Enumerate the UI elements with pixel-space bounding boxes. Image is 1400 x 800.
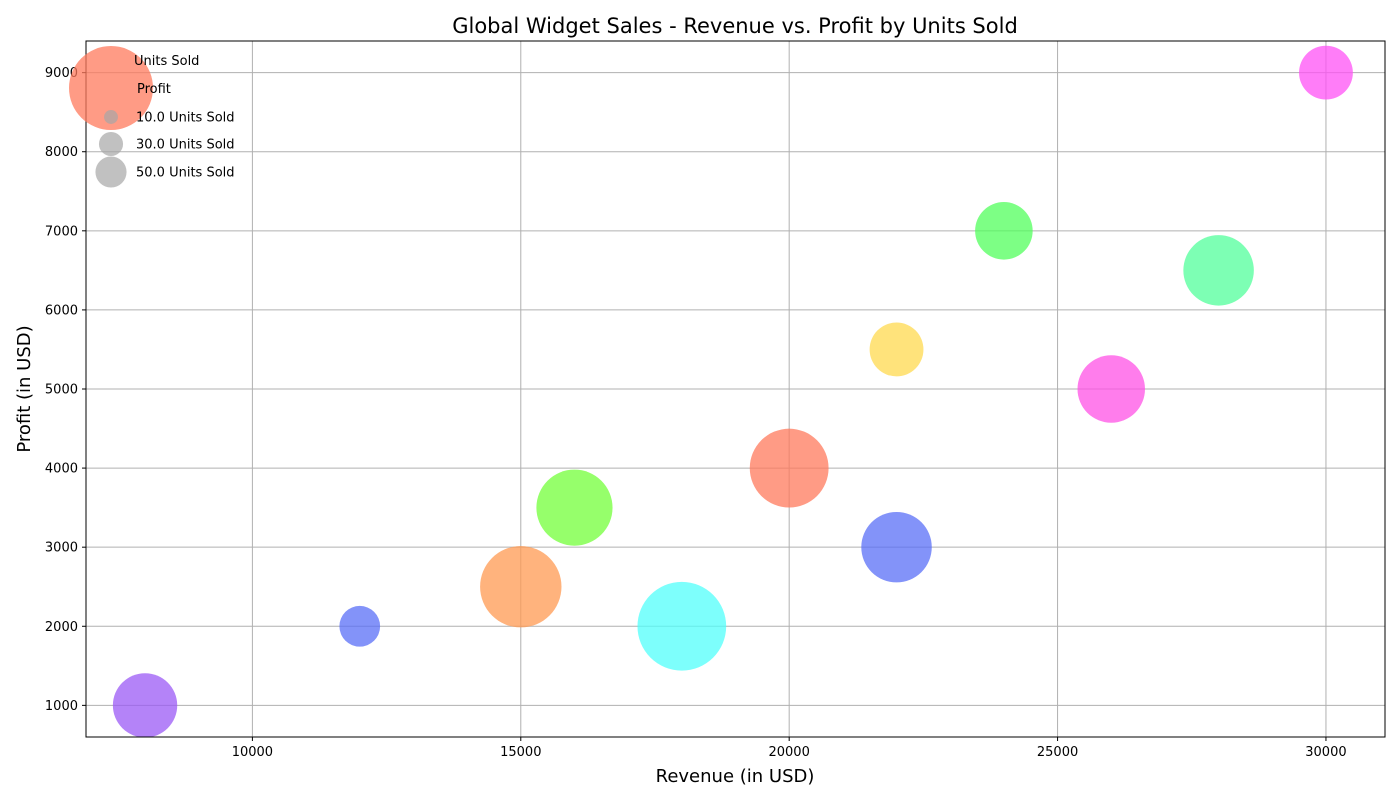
- data-bubble: [536, 469, 613, 546]
- data-bubble: [1183, 235, 1254, 306]
- legend: Units Sold Profit 10.0 Units Sold 30.0 Un…: [69, 46, 235, 188]
- data-bubble: [975, 202, 1033, 260]
- x-tick-label: 10000: [232, 745, 273, 760]
- data-bubble: [1299, 45, 1353, 100]
- legend-size-marker: [98, 131, 124, 157]
- y-tick-label: 9000: [45, 66, 78, 81]
- y-tick-label: 3000: [45, 541, 78, 556]
- x-axis-ticks: 10000 15000 20000 25000 30000: [232, 737, 1347, 760]
- data-bubble: [480, 546, 562, 628]
- y-tick-label: 1000: [45, 699, 78, 714]
- legend-size-entries: 10.0 Units Sold 30.0 Units Sold 50.0 Units…: [95, 110, 235, 188]
- data-bubble: [637, 581, 727, 671]
- data-bubble: [339, 605, 381, 647]
- chart-title: Global Widget Sales - Revenue vs. Profit…: [452, 14, 1018, 38]
- data-bubble: [1077, 355, 1145, 423]
- x-tick-label: 25000: [1037, 745, 1078, 760]
- x-tick-label: 15000: [500, 745, 541, 760]
- bubble-layer: [112, 45, 1353, 738]
- y-axis-ticks: 1000 2000 3000 4000 5000 6000 7000 8000 9000: [45, 66, 86, 714]
- data-bubble: [749, 428, 829, 508]
- legend-size-label: 30.0 Units Sold: [136, 138, 235, 153]
- legend-title: Units Sold: [134, 54, 199, 69]
- y-tick-label: 4000: [45, 462, 78, 477]
- legend-profit-label: Profit: [137, 82, 171, 97]
- y-tick-label: 5000: [45, 383, 78, 398]
- x-tick-label: 30000: [1305, 745, 1346, 760]
- y-tick-label: 2000: [45, 620, 78, 635]
- legend-size-label: 10.0 Units Sold: [136, 111, 235, 126]
- data-bubble: [861, 511, 932, 583]
- legend-size-marker: [95, 156, 127, 188]
- x-axis-title: Revenue (in USD): [656, 766, 815, 787]
- y-tick-label: 7000: [45, 224, 78, 239]
- data-bubble: [112, 673, 178, 738]
- legend-profit-marker: [69, 46, 153, 130]
- grid-lines: [86, 41, 1385, 737]
- legend-size-marker: [104, 110, 118, 124]
- y-tick-label: 8000: [45, 145, 78, 160]
- data-bubble: [869, 322, 924, 377]
- legend-size-label: 50.0 Units Sold: [136, 166, 235, 181]
- y-tick-label: 6000: [45, 303, 78, 318]
- x-tick-label: 20000: [768, 745, 809, 760]
- y-axis-title: Profit (in USD): [14, 325, 35, 452]
